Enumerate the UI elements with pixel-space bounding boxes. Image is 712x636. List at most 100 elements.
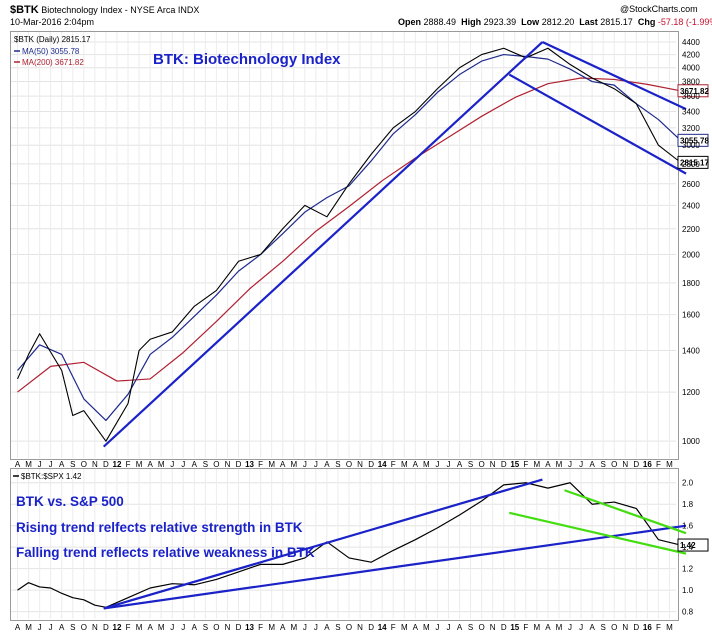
- x-tick-label: M: [136, 623, 143, 632]
- ratio-value-tag-box: [677, 538, 709, 552]
- x-tick-label: F: [391, 460, 396, 469]
- x-tick-label: O: [479, 623, 485, 632]
- x-tick-label: M: [290, 623, 297, 632]
- x-tick-label: J: [181, 623, 185, 632]
- chart-header-symbol: $BTK Biotechnology Index - NYSE Arca IND…: [10, 4, 199, 16]
- x-tick-label: M: [25, 623, 32, 632]
- x-tick-label: F: [258, 460, 263, 469]
- price-y-tick: 2800: [682, 160, 700, 169]
- trendline: [508, 73, 687, 175]
- chart-title: BTK: Biotechnology Index: [153, 51, 341, 68]
- ratio-value-tag: 1.42: [680, 541, 696, 550]
- x-tick-label: J: [38, 623, 42, 632]
- x-tick-label: N: [357, 460, 363, 469]
- x-tick-label: O: [611, 460, 617, 469]
- x-tick-label: O: [346, 623, 352, 632]
- x-tick-label: D: [501, 623, 507, 632]
- x-tick-label: J: [568, 460, 572, 469]
- x-tick-label: J: [181, 460, 185, 469]
- ohlc-readout: Open 2888.49 High 2923.39 Low 2812.20 La…: [398, 17, 712, 27]
- x-tick-label: 15: [510, 460, 519, 469]
- x-tick-label: M: [268, 623, 275, 632]
- x-tick-label: J: [314, 460, 318, 469]
- x-tick-label: M: [666, 460, 673, 469]
- x-tick-label: S: [601, 623, 606, 632]
- x-tick-label: A: [413, 623, 419, 632]
- price-legend: $BTK (Daily) 2815.17 MA(50) 3055.78 MA(2…: [14, 35, 91, 67]
- x-tick-label: N: [225, 623, 231, 632]
- x-tick-label: O: [81, 460, 87, 469]
- x-tick-label: N: [622, 623, 628, 632]
- price-y-tick: 3200: [682, 124, 700, 133]
- x-tick-label: D: [501, 460, 507, 469]
- price-y-tick: 2200: [682, 225, 700, 234]
- x-tick-label: A: [59, 460, 65, 469]
- ma200-value-tag-box: [677, 84, 709, 98]
- x-tick-label: O: [479, 460, 485, 469]
- trendline: [103, 478, 543, 610]
- x-tick-label: J: [435, 460, 439, 469]
- x-tick-label: F: [126, 623, 131, 632]
- annotation-line-1: BTK vs. S&P 500: [16, 494, 124, 509]
- brand: @StockCharts.com: [620, 4, 698, 14]
- trendline: [541, 41, 687, 111]
- x-tick-label: S: [203, 623, 208, 632]
- x-tick-label: J: [303, 623, 307, 632]
- x-tick-label: M: [534, 623, 541, 632]
- x-tick-label: D: [368, 623, 374, 632]
- index-name: Biotechnology Index - NYSE Arca INDX: [41, 5, 200, 15]
- ma50-value-tag-box: [677, 133, 709, 147]
- legend-ma200: MA(200) 3671.82: [22, 58, 84, 67]
- legend-ratio: $BTK:$SPX 1.42: [21, 472, 82, 481]
- price-y-tick: 2400: [682, 201, 700, 210]
- x-tick-label: 16: [643, 460, 652, 469]
- x-tick-label: D: [633, 460, 639, 469]
- price-y-tick: 1000: [682, 437, 700, 446]
- legend-ma50: MA(50) 3055.78: [22, 47, 80, 56]
- ma200-value-tag: 3671.82: [680, 87, 709, 96]
- x-tick-label: A: [589, 460, 595, 469]
- x-tick-label: 14: [378, 460, 387, 469]
- trendline: [103, 524, 687, 610]
- x-tick-label: J: [170, 623, 174, 632]
- annotation-line-3: Falling trend reflects relative weakness…: [16, 545, 315, 560]
- annotation-line-2: Rising trend relfects relative strength …: [16, 520, 303, 535]
- price-y-tick: 1600: [682, 311, 700, 320]
- x-tick-label: 16: [643, 623, 652, 632]
- x-tick-label: M: [423, 623, 430, 632]
- price-y-tick: 3400: [682, 108, 700, 117]
- x-tick-label: 14: [378, 623, 387, 632]
- x-tick-label: A: [280, 460, 286, 469]
- x-tick-label: 12: [113, 460, 122, 469]
- price-y-tick: 4400: [682, 38, 700, 47]
- x-tick-label: A: [147, 623, 153, 632]
- x-tick-label: A: [589, 623, 595, 632]
- x-tick-label: A: [457, 460, 463, 469]
- green-trendline: [564, 489, 687, 535]
- x-tick-label: F: [523, 623, 528, 632]
- x-tick-label: A: [324, 460, 330, 469]
- x-tick-label: 12: [113, 623, 122, 632]
- x-tick-label: M: [401, 460, 408, 469]
- ratio-y-tick: 1.2: [682, 565, 694, 574]
- x-tick-label: A: [15, 460, 21, 469]
- x-tick-label: A: [59, 623, 65, 632]
- x-tick-label: M: [666, 623, 673, 632]
- x-tick-label: 13: [245, 460, 254, 469]
- x-tick-label: O: [346, 460, 352, 469]
- last-value-tag: 2815.17: [680, 158, 709, 167]
- x-tick-label: N: [622, 460, 628, 469]
- x-tick-label: S: [335, 460, 340, 469]
- x-tick-label: D: [236, 623, 242, 632]
- x-tick-label: J: [170, 460, 174, 469]
- x-tick-label: A: [15, 623, 21, 632]
- x-tick-label: A: [545, 460, 551, 469]
- x-tick-label: S: [203, 460, 208, 469]
- ratio-y-tick: 2.0: [682, 479, 694, 488]
- ratio-y-tick: 0.8: [682, 608, 694, 617]
- x-tick-label: N: [92, 623, 98, 632]
- x-tick-label: A: [324, 623, 330, 632]
- x-tick-label: J: [568, 623, 572, 632]
- price-y-tick: 4000: [682, 64, 700, 73]
- x-tick-label: F: [656, 623, 661, 632]
